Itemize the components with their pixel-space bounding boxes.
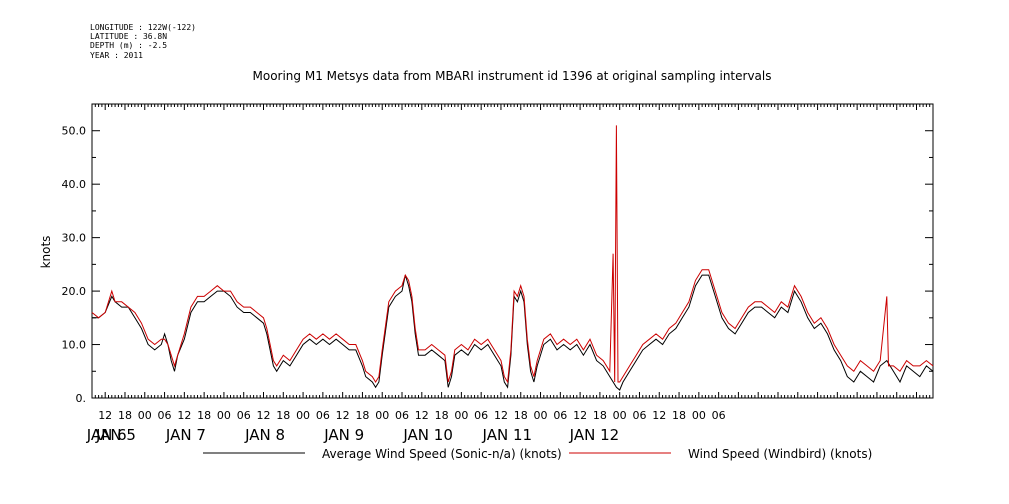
x-tick-label: 06 xyxy=(158,409,172,422)
x-tick-label: 06 xyxy=(632,409,646,422)
x-tick-label: 06 xyxy=(237,409,251,422)
y-tick-label: 10.0 xyxy=(62,339,87,352)
x-tick-labels: 12 18 00 06 12 18 00 06 12 18 00 06 12 18 00 06 12 18 00 06… xyxy=(98,409,725,422)
x-tick-label: 12 xyxy=(573,409,587,422)
day-label: JAN 5 xyxy=(95,426,136,444)
y-tick-label: 20.0 xyxy=(62,285,87,298)
x-tick-label: 18 xyxy=(514,409,528,422)
y-tick-labels: 0. 10.0 20.0 30.0 40.0 50.0 xyxy=(62,125,87,405)
x-tick-label: 12 xyxy=(256,409,270,422)
y-tick-label: 0. xyxy=(76,392,87,405)
y-tick-label: 30.0 xyxy=(62,232,87,245)
legend: Average Wind Speed (Sonic-n/a) (knots) W… xyxy=(203,447,872,461)
x-tick-label: 12 xyxy=(177,409,191,422)
day-label: JAN 6 xyxy=(86,426,127,444)
x-tick-label: 18 xyxy=(593,409,607,422)
x-tick-label: 06 xyxy=(316,409,330,422)
axis-ticks xyxy=(91,103,934,399)
plot-frame xyxy=(91,103,934,399)
x-tick-label: 00 xyxy=(454,409,468,422)
x-tick-label: 12 xyxy=(652,409,666,422)
x-tick-label: 00 xyxy=(296,409,310,422)
meta-latitude: LATITUDE : 36.8N xyxy=(90,32,167,41)
x-tick-label: 18 xyxy=(435,409,449,422)
y-tick-label: 40.0 xyxy=(62,178,87,191)
data-series xyxy=(91,125,934,391)
x-tick-label: 06 xyxy=(474,409,488,422)
x-tick-label: 18 xyxy=(672,409,686,422)
series-line-average-wind xyxy=(92,274,934,391)
legend-label-windbird: Wind Speed (Windbird) (knots) xyxy=(688,447,872,461)
x-tick-label: 00 xyxy=(138,409,152,422)
x-tick-label: 12 xyxy=(336,409,350,422)
y-axis-label: knots xyxy=(39,236,53,269)
x-tick-label: 00 xyxy=(217,409,231,422)
x-tick-label: 06 xyxy=(395,409,409,422)
series-line-windbird xyxy=(91,125,934,384)
day-label: JAN 11 xyxy=(482,426,533,444)
chart-title: Mooring M1 Metsys data from MBARI instru… xyxy=(253,69,772,83)
x-tick-label: 18 xyxy=(276,409,290,422)
x-tick-label: 18 xyxy=(197,409,211,422)
y-tick-label: 50.0 xyxy=(62,125,87,138)
day-label: JAN 12 xyxy=(569,426,620,444)
x-tick-label: 12 xyxy=(415,409,429,422)
day-label: JAN 9 xyxy=(323,426,364,444)
meta-year: YEAR : 2011 xyxy=(90,51,143,60)
x-tick-label: 00 xyxy=(613,409,627,422)
x-tick-label: 00 xyxy=(692,409,706,422)
day-label: JAN 7 xyxy=(165,426,206,444)
x-tick-label: 06 xyxy=(712,409,726,422)
x-tick-label: 18 xyxy=(355,409,369,422)
x-tick-label: 18 xyxy=(118,409,132,422)
meta-depth: DEPTH (m) : -2.5 xyxy=(90,41,167,50)
x-tick-label: 12 xyxy=(494,409,508,422)
day-label: JAN 10 xyxy=(402,426,453,444)
x-tick-label: 00 xyxy=(375,409,389,422)
x-tick-label: 00 xyxy=(534,409,548,422)
x-tick-label: 12 xyxy=(98,409,112,422)
x-tick-label: 06 xyxy=(553,409,567,422)
meta-longitude: LONGITUDE : 122W(-122) xyxy=(90,23,196,32)
legend-label-average-wind: Average Wind Speed (Sonic-n/a) (knots) xyxy=(322,447,562,461)
day-label: JAN 8 xyxy=(244,426,285,444)
